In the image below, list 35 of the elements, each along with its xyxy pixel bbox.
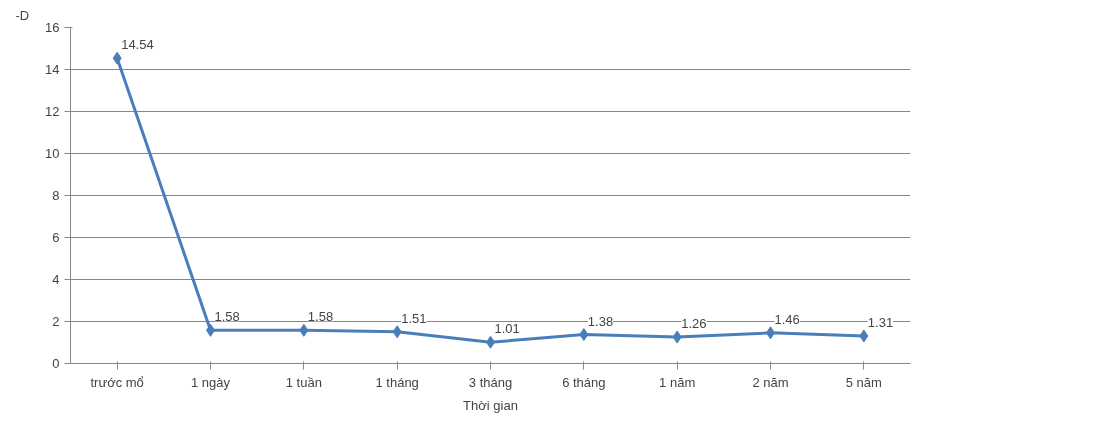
x-tick-label: 1 năm [659, 374, 696, 390]
point [672, 330, 682, 344]
y-tick-label: 16 [45, 20, 60, 35]
y-tick-label: 10 [45, 146, 60, 161]
data-label: 1.58 [307, 309, 334, 325]
point [859, 329, 869, 343]
x-axis-title: Thời gian [463, 397, 518, 413]
point [579, 328, 589, 342]
data-label: 1.58 [214, 309, 240, 325]
point [299, 323, 309, 337]
data-label: 1.46 [774, 311, 800, 327]
data-label: 1.38 [587, 313, 614, 329]
y-tick-label: 4 [52, 272, 60, 287]
point [112, 51, 122, 65]
x-tick-label: trước mổ [90, 374, 144, 390]
x-tick-label: 2 năm [752, 374, 789, 390]
data-label: 1.26 [681, 316, 707, 332]
x-tick-label: 5 năm [845, 374, 882, 390]
x-tick-label: 1 ngày [190, 374, 231, 390]
y-tick-label: 12 [45, 104, 60, 119]
x-tick-label: 1 tuần [285, 374, 322, 390]
y-tick-label: 2 [52, 314, 60, 329]
y-tick-label: 6 [52, 230, 60, 245]
x-tick-label: 6 tháng [562, 374, 606, 390]
data-label: 14.54 [121, 37, 154, 53]
y-tick-label: 0 [52, 356, 60, 371]
data-label: 1.51 [401, 310, 427, 326]
x-tick-label: 3 tháng [468, 374, 513, 390]
x-tick-label: 1 tháng [375, 374, 419, 390]
y-tick-label: 14 [45, 62, 60, 77]
data-label: 1.01 [494, 321, 520, 337]
point [392, 325, 402, 339]
y-axis-title: -D [15, 7, 30, 23]
data-label: 1.31 [867, 314, 894, 330]
y-tick-label: 8 [52, 188, 60, 203]
